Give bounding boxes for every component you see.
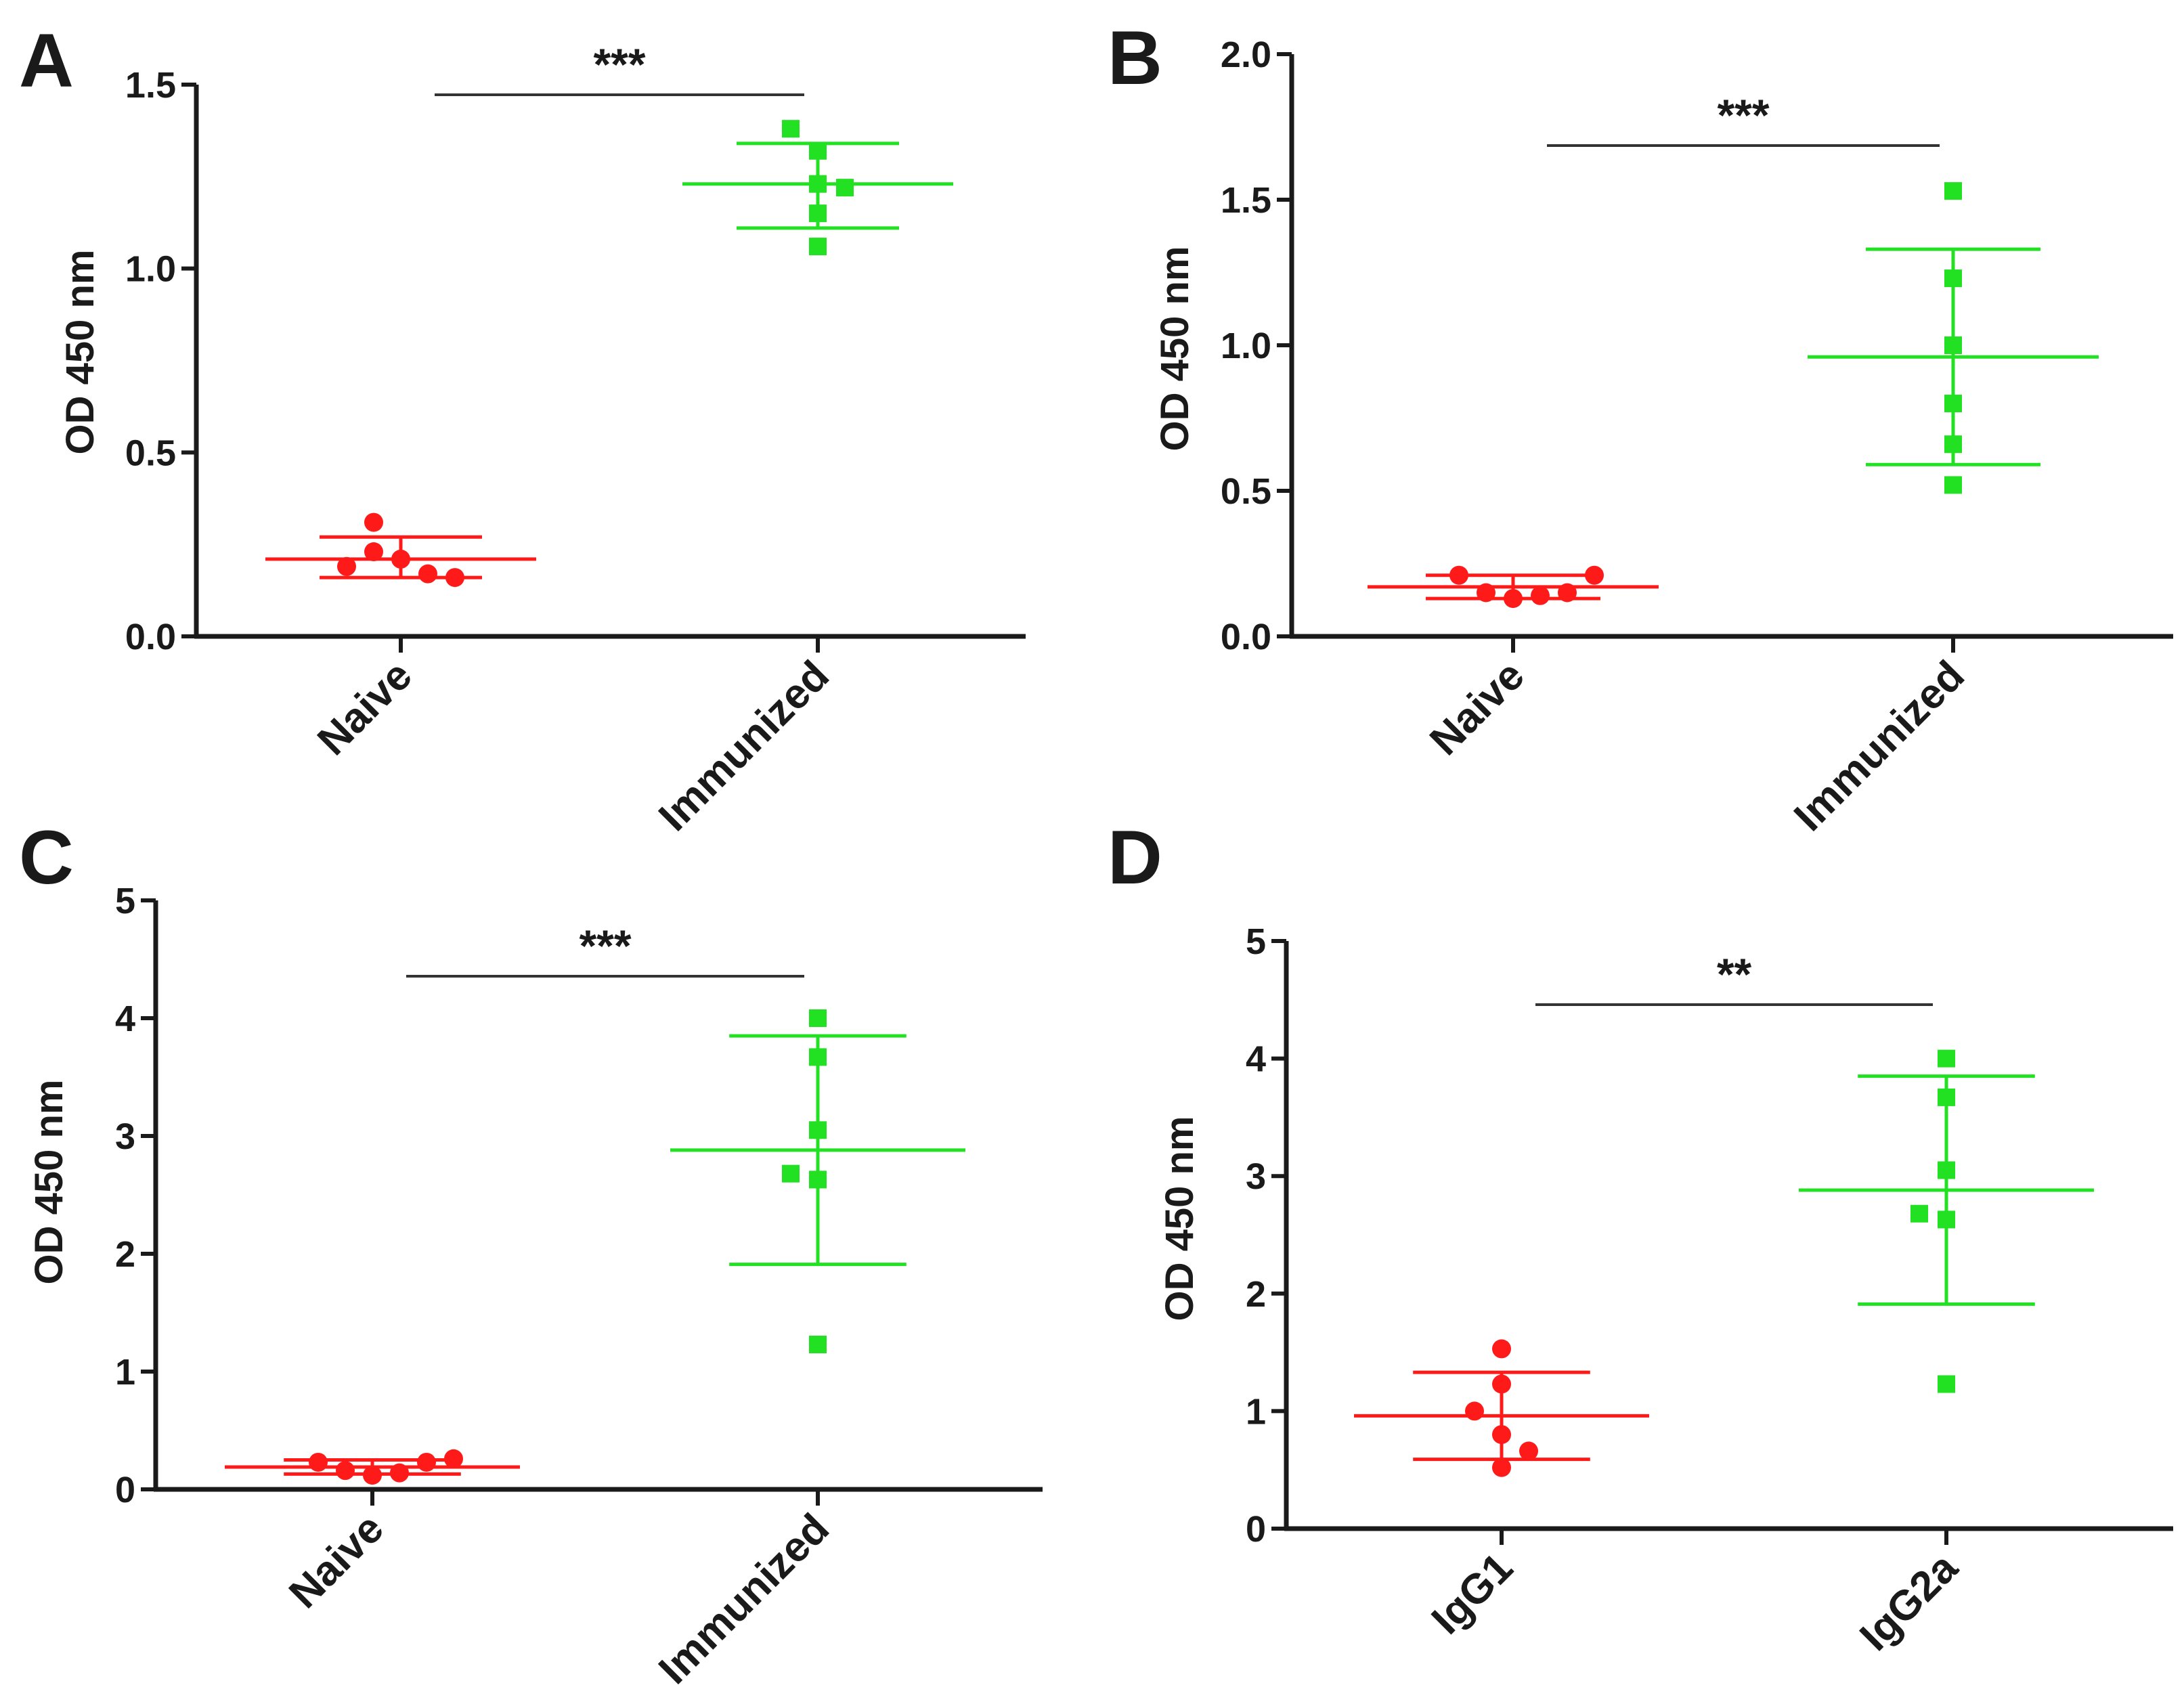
y-tick-label: 4: [115, 999, 135, 1039]
y-tick-label: 1: [1246, 1391, 1266, 1432]
data-point: [337, 556, 356, 576]
data-point: [1938, 1375, 1955, 1393]
y-tick-label: 2: [115, 1234, 135, 1275]
panel-c: C 0 1 2 3 4 5 Naive Immunized *** OD 450 nm: [19, 815, 1043, 1693]
x-category-label: Immunized: [1785, 652, 1973, 840]
data-point: [1944, 336, 1962, 354]
x-category-label: Naive: [1421, 652, 1533, 764]
panel-d-plot: 0 1 2 3 4 5 IgG1 IgG2a **: [1246, 921, 2173, 1660]
data-point: [391, 549, 410, 569]
panel-a-letter: A: [19, 18, 74, 103]
y-tick-label: 0: [1246, 1509, 1266, 1550]
data-point: [809, 1048, 827, 1066]
significance-label: **: [1717, 949, 1752, 999]
y-tick-label: 0.5: [1221, 471, 1271, 512]
data-point: [1938, 1210, 1955, 1229]
panel-b: B 0.0 0.5 1.0 1.5 2.0 Naive Immunized *** OD 45…: [1108, 16, 2173, 840]
x-category-label: Naive: [280, 1505, 393, 1617]
y-tick-label: 4: [1246, 1039, 1266, 1080]
data-point: [809, 1009, 827, 1027]
y-tick-label: 2: [1246, 1274, 1266, 1315]
data-point: [809, 175, 827, 193]
data-point: [1944, 395, 1962, 412]
data-point: [836, 179, 854, 197]
data-point: [782, 1164, 800, 1183]
data-point: [809, 1335, 827, 1353]
data-point: [1938, 1088, 1955, 1106]
panel-d-letter: D: [1108, 815, 1162, 900]
data-point: [309, 1452, 328, 1472]
significance-label: ***: [1717, 90, 1769, 140]
panel-b-letter: B: [1108, 16, 1162, 100]
y-tick-label: 0.0: [1221, 617, 1271, 657]
y-tick-label: 1: [115, 1352, 135, 1393]
significance-label: ***: [593, 39, 645, 89]
data-point: [1558, 583, 1577, 603]
y-tick-label: 1.0: [1221, 326, 1271, 366]
data-point: [1492, 1425, 1511, 1445]
data-point: [390, 1463, 409, 1483]
data-point: [809, 1121, 827, 1139]
panel-a-y-axis-title: OD 450 nm: [58, 250, 102, 455]
panel-a-plot: 0.0 0.5 1.0 1.5 Naive Immunized ***: [125, 39, 1026, 840]
data-point: [1585, 565, 1604, 585]
data-point: [1492, 1458, 1511, 1477]
data-point: [1944, 269, 1962, 288]
y-tick-label: 0.5: [125, 433, 176, 473]
y-tick-label: 5: [115, 881, 135, 921]
data-point: [336, 1461, 355, 1481]
data-point: [1944, 182, 1962, 200]
y-tick-label: 1.5: [1221, 180, 1271, 221]
data-point: [444, 1449, 463, 1468]
data-point: [364, 512, 383, 532]
data-point: [364, 542, 383, 562]
data-point: [1465, 1401, 1484, 1421]
x-category-label: Immunized: [650, 652, 838, 840]
data-point: [809, 141, 827, 160]
y-tick-label: 1.0: [125, 249, 176, 290]
data-point: [809, 1171, 827, 1189]
y-tick-label: 0: [115, 1470, 135, 1510]
y-tick-label: 3: [115, 1116, 135, 1157]
y-tick-label: 2.0: [1221, 35, 1271, 75]
data-point: [1449, 565, 1468, 585]
panel-d-y-axis-title: OD 450 nm: [1158, 1116, 1202, 1321]
x-category-label: Immunized: [650, 1505, 838, 1693]
data-point: [1504, 589, 1523, 609]
data-point: [1944, 476, 1962, 494]
data-point: [1938, 1049, 1955, 1068]
x-category-label: IgG2a: [1851, 1544, 1967, 1660]
x-category-label: Naive: [309, 652, 421, 764]
panel-b-plot: 0.0 0.5 1.0 1.5 2.0 Naive Immunized ***: [1221, 35, 2173, 840]
data-point: [417, 1452, 436, 1472]
data-point: [1492, 1374, 1511, 1394]
data-point: [445, 568, 464, 588]
data-point: [782, 120, 800, 138]
panel-c-plot: 0 1 2 3 4 5 Naive Immunized ***: [115, 881, 1043, 1693]
data-point: [1531, 586, 1550, 605]
data-point: [809, 238, 827, 256]
data-point: [1938, 1161, 1955, 1179]
data-point: [1519, 1441, 1538, 1461]
y-tick-label: 1.5: [125, 65, 176, 106]
data-point: [1944, 435, 1962, 454]
panel-a: A 0.0 0.5 1.0 1.5 Naive Immunized *** OD 450 n…: [19, 18, 1026, 840]
panel-b-y-axis-title: OD 450 nm: [1153, 246, 1197, 452]
data-point: [1477, 583, 1495, 603]
data-point: [1910, 1204, 1928, 1223]
data-point: [363, 1466, 382, 1485]
panel-c-letter: C: [19, 815, 74, 900]
y-tick-label: 3: [1246, 1156, 1266, 1197]
x-category-label: IgG1: [1423, 1544, 1522, 1643]
data-point: [1492, 1339, 1511, 1359]
significance-label: ***: [579, 921, 631, 971]
y-tick-label: 5: [1246, 921, 1266, 962]
panel-c-y-axis-title: OD 450 nm: [27, 1080, 71, 1285]
y-tick-label: 0.0: [125, 617, 176, 657]
data-point: [809, 204, 827, 223]
data-point: [418, 564, 437, 584]
panel-d: D 0 1 2 3 4 5 IgG1 IgG2a ** OD 450 nm: [1108, 815, 2173, 1660]
